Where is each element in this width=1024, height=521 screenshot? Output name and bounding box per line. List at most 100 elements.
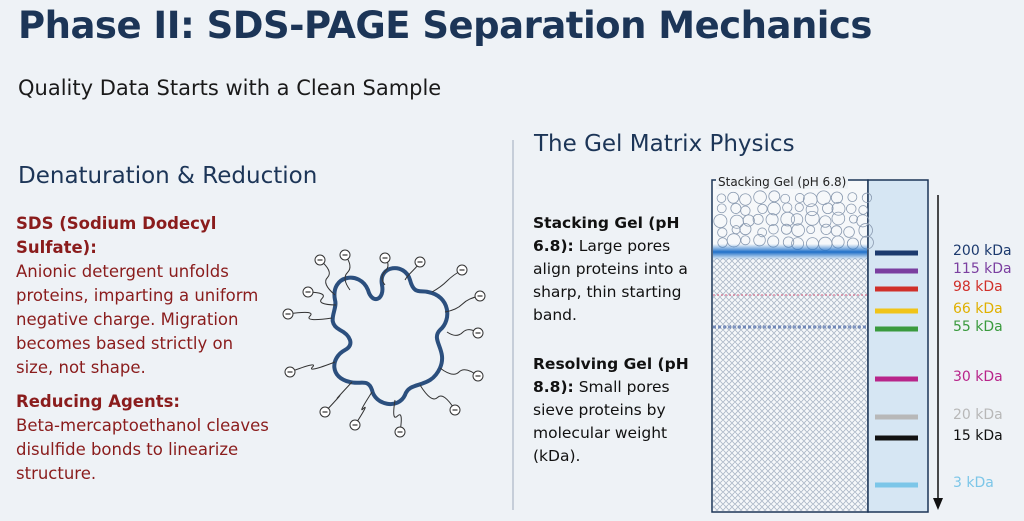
protein-diagram [282, 249, 486, 438]
ladder-band [875, 268, 918, 274]
ladder-label: 55 kDa [953, 319, 1003, 335]
ladder-band [875, 435, 918, 441]
term: Resolving Gel (pH 8.8): [533, 355, 689, 396]
ladder-label: 30 kDa [953, 369, 1003, 385]
ladder-label: 98 kDa [953, 279, 1003, 295]
pore [861, 192, 873, 203]
sds-tail [431, 269, 463, 293]
pore [818, 236, 833, 251]
pore [802, 192, 818, 208]
sds-head [449, 404, 461, 416]
pore [740, 235, 751, 246]
pore [752, 213, 764, 225]
pore [782, 236, 795, 248]
description: Beta-mercaptoethanol cleaves disulfide b… [16, 416, 269, 483]
info-block: Resolving Gel (pH 8.8): Small pores siev… [533, 353, 703, 468]
sds-head [302, 286, 314, 298]
pore [767, 201, 781, 216]
pore [716, 203, 727, 214]
pore [739, 223, 752, 236]
pore [843, 226, 855, 238]
section-heading: The Gel Matrix Physics [534, 131, 795, 157]
info-block: Stacking Gel (pH 6.8): Large pores align… [533, 212, 703, 327]
pore [820, 223, 832, 235]
pore [858, 205, 868, 215]
description: Anionic detergent unfolds proteins, impa… [16, 262, 259, 377]
description: Large pores align proteins into a sharp,… [533, 237, 688, 324]
sds-head [349, 419, 361, 431]
pore [830, 191, 843, 204]
resolving-pores [713, 258, 867, 511]
section-heading: Denaturation & Reduction [18, 163, 318, 189]
protein-chain [330, 266, 450, 406]
pore [794, 193, 805, 203]
pore [831, 201, 846, 216]
sds-head [394, 426, 406, 438]
pore [860, 235, 874, 250]
ladder-band [875, 414, 918, 420]
pore [726, 233, 741, 248]
pore [716, 193, 727, 203]
pore [806, 237, 819, 251]
pore [846, 203, 857, 214]
gel-lane [711, 179, 869, 513]
pore [846, 237, 859, 250]
pore [739, 193, 752, 206]
ladder-lane [867, 179, 929, 513]
sds-head [472, 327, 484, 339]
ladder-band [875, 326, 918, 332]
pore [790, 213, 804, 226]
pore [849, 214, 858, 224]
sds-tail [287, 311, 333, 321]
sds-head [319, 406, 331, 418]
ladder-band [875, 376, 918, 382]
ladder-label: 20 kDa [953, 407, 1003, 423]
sds-head [474, 290, 486, 302]
sds-tail [439, 367, 479, 377]
pore [713, 214, 728, 229]
title: Phase II: SDS-PAGE Separation Mechanics [18, 4, 872, 47]
term: Reducing Agents: [16, 392, 181, 411]
gel-label: Stacking Gel (pH 6.8) [716, 175, 849, 189]
sds-head [379, 252, 391, 264]
pore [858, 223, 873, 238]
pore [767, 235, 780, 248]
sds-tail [319, 259, 336, 296]
sds-head [314, 254, 326, 266]
pore [831, 211, 846, 226]
stacking-pores [713, 190, 874, 251]
sds-tail [444, 295, 481, 313]
sds-head [284, 366, 296, 378]
ladder-band [875, 286, 918, 292]
pore [731, 225, 741, 235]
pore [757, 227, 767, 238]
sds-tail [289, 361, 336, 373]
pore [768, 223, 779, 235]
pore [805, 203, 819, 217]
pore [791, 237, 804, 250]
pore [782, 202, 793, 213]
sds-tail [404, 261, 421, 281]
sds-tail [307, 291, 337, 306]
pore [780, 193, 791, 204]
pore [791, 223, 805, 237]
sds-tail [381, 257, 389, 286]
gel [711, 179, 943, 513]
pore [765, 213, 779, 227]
pore [780, 223, 792, 235]
ladder-band [875, 482, 918, 488]
term: SDS (Sodium Dodecyl Sulfate): [16, 214, 217, 257]
sds-tail [344, 254, 351, 291]
arrow-head [933, 498, 943, 510]
sds-head [282, 308, 294, 320]
pore [856, 214, 870, 228]
pore [816, 190, 831, 206]
pore [753, 190, 767, 204]
sds-head [472, 370, 484, 382]
pore [780, 211, 795, 227]
ladder-label: 15 kDa [953, 428, 1003, 444]
pore [757, 203, 768, 214]
subtitle: Quality Data Starts with a Clean Sample [18, 76, 442, 100]
pore [717, 227, 728, 238]
